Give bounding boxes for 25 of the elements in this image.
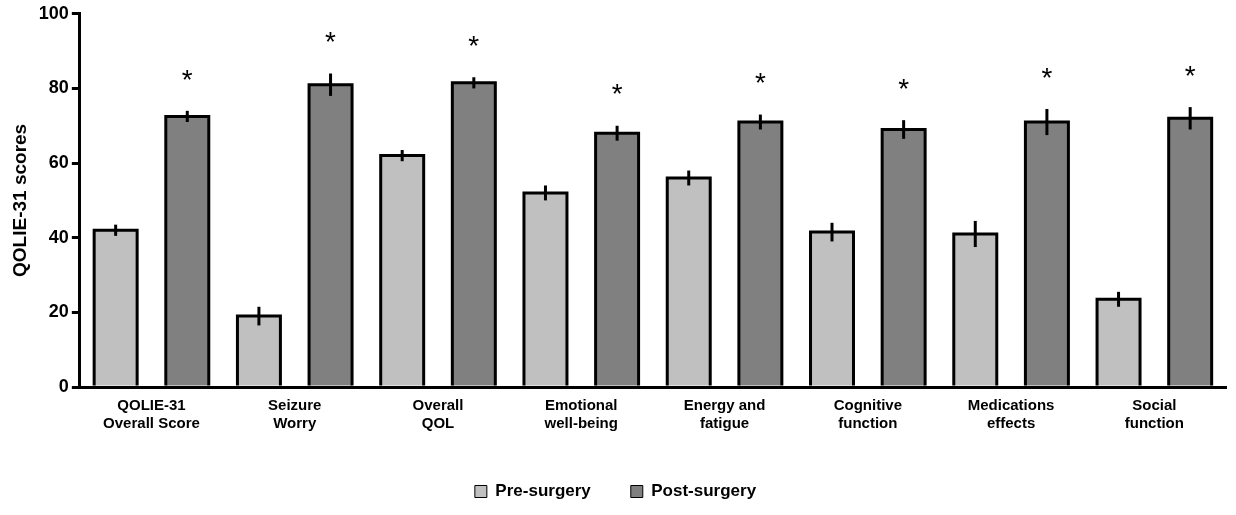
x-tick-label: Medications effects bbox=[967, 396, 1055, 432]
y-tick-label: 60 bbox=[48, 152, 69, 173]
y-tick-label: 100 bbox=[38, 2, 69, 23]
x-tick-label: Emotional well-being bbox=[543, 396, 618, 432]
annotation: * bbox=[611, 78, 623, 110]
y-tick-label: 80 bbox=[48, 77, 69, 98]
y-axis-title: QOLIE-31 scores bbox=[8, 123, 30, 277]
legend-label: Post-surgery bbox=[651, 481, 757, 501]
x-tick-label: Cognitive function bbox=[833, 396, 902, 432]
x-tick-label: Overall QOL bbox=[412, 396, 464, 432]
legend-label: Pre-surgery bbox=[495, 481, 592, 501]
x-tick-label: Energy and fatigue bbox=[683, 396, 766, 432]
y-tick-label: 0 bbox=[58, 375, 69, 396]
x-tick-label: Seizure Worry bbox=[268, 396, 322, 432]
annotation: * bbox=[1041, 61, 1053, 93]
y-tick-label: 40 bbox=[48, 226, 69, 247]
annotation: * bbox=[181, 63, 193, 95]
annotation: * bbox=[898, 72, 910, 104]
x-tick-label: QOLIE-31 Overall Score bbox=[103, 396, 200, 432]
y-tick-label: 20 bbox=[48, 301, 69, 322]
x-tick-label: Social function bbox=[1124, 396, 1184, 432]
annotation: * bbox=[468, 29, 480, 61]
annotation: * bbox=[1184, 59, 1196, 91]
annotation: * bbox=[325, 26, 337, 58]
annotation: * bbox=[754, 67, 766, 99]
